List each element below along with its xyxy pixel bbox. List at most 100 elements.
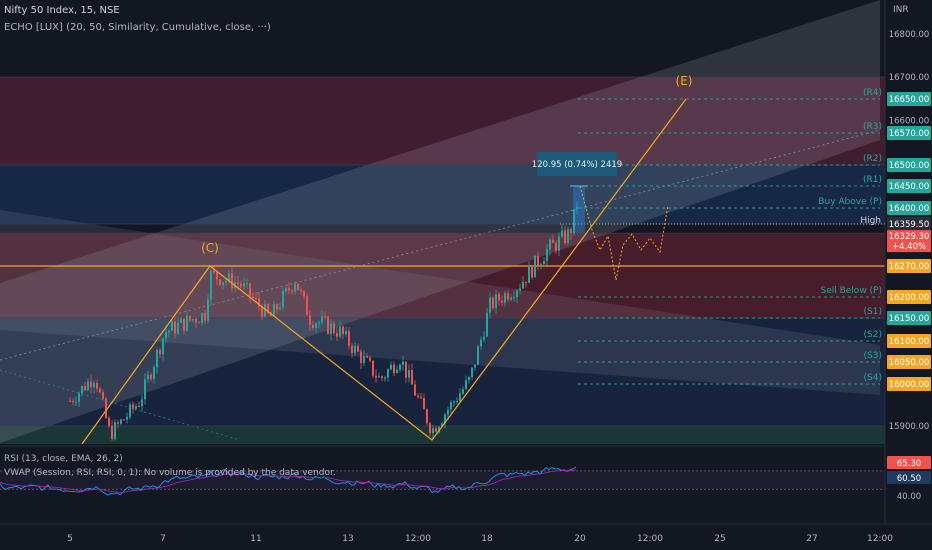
wave-e-label: (E) [676, 74, 693, 88]
rsi-title: RSI (13, close, EMA, 26, 2) [4, 454, 123, 464]
indicator-title: ECHO [LUX] (20, 50, Similarity, Cumulati… [4, 22, 271, 33]
price-tag-bg-2 [887, 355, 931, 369]
candle-body [543, 260, 545, 265]
rsi-tag-1: 65.30 [897, 459, 921, 469]
price-tick-12: 16600.00 [889, 116, 930, 126]
candle-body [429, 423, 431, 434]
candle-body [114, 422, 116, 440]
price-tick-14: 16700.00 [889, 73, 930, 83]
time-tick-8: 25 [714, 534, 725, 544]
pivot-label-2: (R2) [863, 154, 882, 164]
rsi-tag-2-bg [887, 471, 931, 484]
last-price-label: 16329.30 [889, 232, 930, 242]
candle-body [222, 282, 224, 286]
candle-body [219, 279, 221, 286]
candle-body [453, 401, 455, 403]
candle-body [426, 409, 428, 424]
time-tick-0: 5 [67, 534, 73, 544]
candle-body [276, 304, 278, 310]
candle-body [306, 296, 308, 316]
price-tick-11: 16570.00 [889, 129, 930, 139]
candle-body [117, 422, 119, 424]
rsi-panel-bg [0, 446, 885, 524]
candle-body [174, 321, 176, 334]
candle-body [336, 333, 338, 337]
price-tag-bg-9 [887, 179, 931, 193]
candle-body [516, 290, 518, 297]
candle-body [264, 304, 266, 317]
candle-body [282, 291, 284, 308]
candle-body [246, 283, 248, 285]
candle-body [189, 315, 191, 321]
price-tag-bg-5 [887, 290, 931, 304]
rsi-tag-1-bg [887, 456, 931, 469]
candle-body [279, 307, 281, 310]
candle-body [555, 242, 557, 251]
candle-body [384, 377, 386, 379]
price-tick-13: 16650.00 [889, 95, 930, 105]
candle-body [225, 280, 227, 283]
rsi-tag-3: 40.00 [897, 492, 921, 502]
candle-body [213, 270, 215, 273]
candle-body [228, 273, 230, 281]
candle-body [294, 283, 296, 292]
candle-body [255, 298, 257, 300]
price-tick-9: 16450.00 [889, 182, 930, 192]
candle-body [183, 318, 185, 331]
candle-body [132, 404, 134, 409]
candle-body [510, 297, 512, 300]
candle-body [273, 304, 275, 317]
candle-body [111, 425, 113, 440]
candle-body [567, 229, 569, 243]
candle-body [138, 406, 140, 408]
last-change-label: +4.40% [892, 242, 926, 252]
time-axis-bg [0, 524, 932, 550]
candle-body [159, 350, 161, 355]
high-label: High [860, 216, 881, 226]
candle-body [300, 290, 302, 292]
candle-body [576, 206, 578, 209]
candle-body [303, 290, 305, 297]
candle-body [522, 281, 524, 289]
candle-body [126, 416, 128, 420]
candle-body [540, 264, 542, 267]
candle-body [459, 393, 461, 402]
candle-body [135, 406, 137, 409]
candle-body [96, 382, 98, 389]
zone-low-band [0, 318, 885, 426]
time-tick-2: 11 [250, 534, 261, 544]
candle-body [357, 345, 359, 352]
pivot-label-4: Buy Above (P) [818, 197, 882, 207]
candle-body [534, 255, 536, 278]
pivot-label-3: (R1) [863, 175, 882, 185]
measure-tooltip-bg [537, 152, 617, 176]
price-tag-bg-3 [887, 334, 931, 348]
candle-body [492, 297, 494, 308]
candle-body [69, 400, 71, 402]
rsi-line [0, 466, 577, 496]
candle-body [402, 361, 404, 365]
price-tag-bg-13 [887, 92, 931, 106]
candle-body [318, 322, 320, 324]
projection-path [579, 185, 669, 281]
candle-body [201, 312, 203, 323]
price-tick-3: 16100.00 [889, 337, 930, 347]
price-tick-0: 15900.00 [889, 422, 930, 432]
candle-body [243, 283, 245, 287]
candle-body [420, 396, 422, 399]
candle-body [102, 392, 104, 399]
candle-body [165, 332, 167, 339]
rsi-signal-line [0, 469, 577, 493]
candle-body [312, 324, 314, 329]
candle-body [381, 376, 383, 379]
candle-body [501, 300, 503, 303]
candle-body [240, 283, 242, 287]
candle-body [393, 364, 395, 373]
candle-body [435, 428, 437, 432]
candle-body [141, 399, 143, 407]
candle-body [345, 330, 347, 335]
candle-body [180, 318, 182, 323]
candle-body [342, 326, 344, 335]
pivot-label-5: Sell Below (P) [820, 286, 882, 296]
